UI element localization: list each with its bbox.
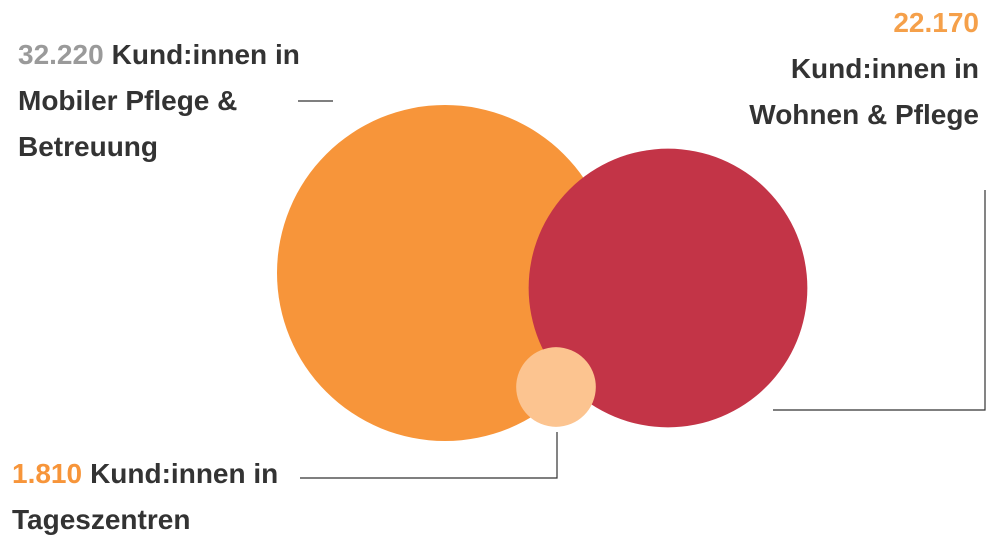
value-label: 32.220 (18, 39, 104, 70)
category-label: Kund:innen in Wohnen & Pflege (749, 53, 979, 130)
value-label: 22.170 (893, 7, 979, 38)
label: 22.170 Kund:innen in Wohnen & Pflege (709, 0, 979, 138)
bubble (277, 105, 613, 441)
bubble (528, 148, 808, 428)
value-label: 1.810 (12, 458, 83, 489)
category-label: Kund:innen in Tageszentren (12, 458, 279, 535)
label: 1.810 Kund:innen in Tageszentren (12, 451, 332, 543)
label: 32.220 Kund:innen in Mobiler Pflege & Bet… (18, 32, 308, 170)
bubble (516, 347, 596, 427)
category-label: Kund:innen in Mobiler Pflege & Betreuung (18, 39, 300, 162)
bubbles (277, 105, 808, 441)
connector (300, 432, 558, 479)
connector (773, 190, 986, 411)
